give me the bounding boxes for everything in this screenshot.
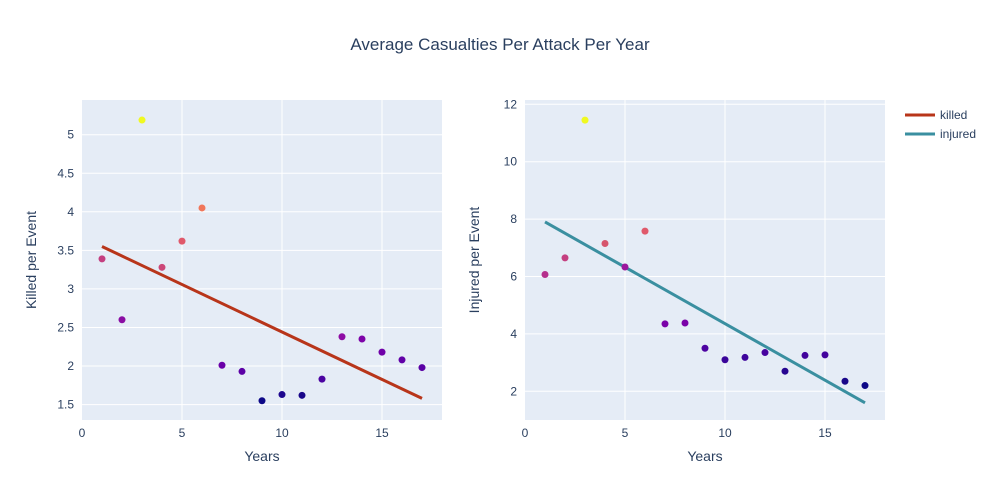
data-point[interactable] bbox=[218, 361, 226, 369]
data-point[interactable] bbox=[561, 254, 569, 262]
data-point[interactable] bbox=[418, 364, 426, 372]
data-point[interactable] bbox=[258, 397, 266, 405]
y-tick-label: 6 bbox=[510, 270, 517, 284]
y-tick-label: 10 bbox=[504, 155, 518, 169]
legend[interactable]: killed injured bbox=[905, 108, 976, 141]
plot-area bbox=[525, 100, 885, 420]
data-point[interactable] bbox=[741, 353, 749, 361]
x-tick-label: 10 bbox=[718, 426, 732, 440]
y-tick-label: 8 bbox=[510, 212, 517, 226]
killed-trend-line[interactable] bbox=[101, 245, 423, 400]
y-tick-label: 3 bbox=[67, 282, 74, 296]
data-point[interactable] bbox=[821, 351, 829, 359]
y-tick-label: 12 bbox=[504, 97, 518, 111]
legend-label: killed bbox=[940, 108, 967, 122]
data-point[interactable] bbox=[158, 263, 166, 271]
injured-trend-line[interactable] bbox=[544, 220, 866, 405]
y-tick-label: 1.5 bbox=[57, 398, 74, 412]
data-point[interactable] bbox=[358, 335, 366, 343]
x-tick-label: 0 bbox=[522, 426, 529, 440]
data-point[interactable] bbox=[601, 239, 609, 247]
y-tick-label: 2 bbox=[67, 359, 74, 373]
data-point[interactable] bbox=[318, 375, 326, 383]
x-tick-label: 15 bbox=[818, 426, 832, 440]
x-tick-label: 0 bbox=[79, 426, 86, 440]
data-point[interactable] bbox=[841, 377, 849, 385]
data-point[interactable] bbox=[298, 391, 306, 399]
data-point[interactable] bbox=[541, 270, 549, 278]
data-point[interactable] bbox=[278, 391, 286, 399]
y-tick-label: 4 bbox=[67, 205, 74, 219]
data-point[interactable] bbox=[861, 382, 869, 390]
data-point[interactable] bbox=[781, 367, 789, 375]
data-point[interactable] bbox=[701, 344, 709, 352]
x-tick-label: 5 bbox=[622, 426, 629, 440]
data-point[interactable] bbox=[238, 367, 246, 375]
data-point[interactable] bbox=[661, 320, 669, 328]
subplot-2: 0 5 10 15 2 4 6 8 10 12 Years Injured per Event bbox=[466, 97, 885, 464]
y-axis-title: Killed per Event bbox=[23, 211, 39, 309]
subplots: 0 5 10 15 1.5 2 2.5 3 3.5 4 4.5 5 Years Killed per Ev… bbox=[23, 97, 885, 464]
data-point[interactable] bbox=[761, 349, 769, 357]
y-tick-label: 2.5 bbox=[57, 320, 74, 334]
legend-item-injured[interactable]: injured bbox=[905, 127, 976, 141]
y-tick-label: 2 bbox=[510, 384, 517, 398]
data-point[interactable] bbox=[801, 351, 809, 359]
x-tick-label: 5 bbox=[179, 426, 186, 440]
data-point[interactable] bbox=[198, 204, 206, 212]
x-axis-title: Years bbox=[687, 448, 722, 464]
chart-title: Average Casualties Per Attack Per Year bbox=[350, 35, 650, 54]
y-tick-label: 4.5 bbox=[57, 166, 74, 180]
plot-area bbox=[82, 100, 442, 420]
data-point[interactable] bbox=[338, 333, 346, 341]
data-point[interactable] bbox=[118, 316, 126, 324]
subplot-1: 0 5 10 15 1.5 2 2.5 3 3.5 4 4.5 5 Years Killed per Ev… bbox=[23, 100, 442, 464]
y-tick-label: 4 bbox=[510, 327, 517, 341]
x-axis-title: Years bbox=[244, 448, 279, 464]
legend-label: injured bbox=[940, 127, 976, 141]
y-axis-title: Injured per Event bbox=[466, 207, 482, 314]
data-point[interactable] bbox=[398, 356, 406, 364]
y-tick-label: 5 bbox=[67, 128, 74, 142]
legend-item-killed[interactable]: killed bbox=[905, 108, 967, 122]
data-point[interactable] bbox=[641, 227, 649, 235]
data-point[interactable] bbox=[178, 237, 186, 245]
data-point[interactable] bbox=[621, 263, 629, 271]
data-point[interactable] bbox=[138, 116, 146, 124]
data-point[interactable] bbox=[721, 356, 729, 364]
x-tick-label: 15 bbox=[375, 426, 389, 440]
data-point[interactable] bbox=[681, 319, 689, 327]
data-point[interactable] bbox=[378, 348, 386, 356]
y-tick-label: 3.5 bbox=[57, 243, 74, 257]
data-point[interactable] bbox=[98, 255, 106, 263]
data-point[interactable] bbox=[581, 116, 589, 124]
x-tick-label: 10 bbox=[275, 426, 289, 440]
